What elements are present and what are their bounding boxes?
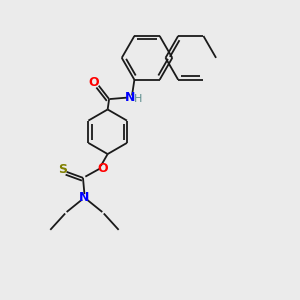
- Text: N: N: [79, 190, 90, 204]
- Text: N: N: [125, 91, 135, 104]
- Text: O: O: [88, 76, 99, 89]
- Text: H: H: [134, 94, 142, 104]
- Text: S: S: [58, 163, 67, 176]
- Text: O: O: [97, 162, 108, 176]
